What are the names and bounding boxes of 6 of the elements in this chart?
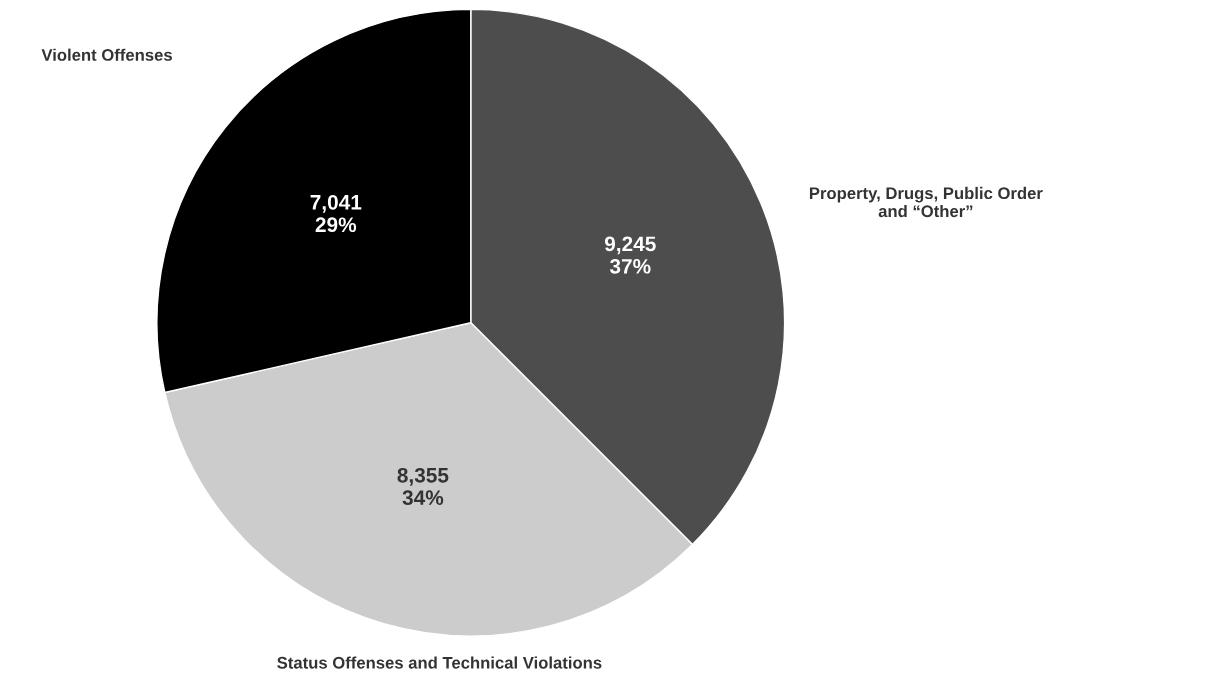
slice-label: Violent Offenses: [41, 48, 172, 61]
slice-label: Property, Drugs, Public Order and “Other”: [809, 186, 1043, 218]
data-label: 8,355 34%: [397, 467, 449, 506]
data-label: 9,245 37%: [604, 236, 656, 274]
data-label: 7,041 29%: [310, 194, 362, 233]
slice-label: Status Offenses and Technical Violations: [277, 656, 602, 669]
